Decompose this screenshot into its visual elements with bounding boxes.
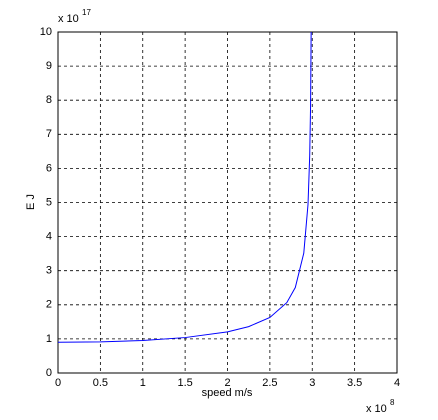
y-scale-label: x 10 <box>58 13 79 25</box>
x-tick-label: 3.5 <box>347 377 362 389</box>
x-tick-label: 2.5 <box>262 377 277 389</box>
y-tick-label: 2 <box>46 299 52 311</box>
x-scale-exponent: 8 <box>390 398 395 407</box>
y-tick-label: 5 <box>46 196 52 208</box>
y-tick-label: 0 <box>46 367 52 379</box>
x-tick-label: 0 <box>55 377 61 389</box>
x-scale-label: x 10 <box>366 403 387 415</box>
x-tick-label: 4 <box>394 377 400 389</box>
x-axis-label: speed m/s <box>202 387 253 399</box>
y-tick-label: 10 <box>40 26 52 38</box>
y-axis-label: E J <box>25 194 37 210</box>
y-tick-label: 1 <box>46 333 52 345</box>
data-line <box>58 32 312 343</box>
y-scale-exponent: 17 <box>82 8 91 17</box>
x-tick-label: 1 <box>140 377 146 389</box>
y-tick-label: 4 <box>46 231 52 243</box>
y-tick-label: 8 <box>46 94 52 106</box>
y-tick-label: 7 <box>46 128 52 140</box>
y-tick-label: 9 <box>46 60 52 72</box>
x-tick-label: 0.5 <box>93 377 108 389</box>
y-tick-label: 6 <box>46 162 52 174</box>
x-tick-label: 3 <box>309 377 315 389</box>
x-tick-label: 2 <box>224 377 230 389</box>
y-tick-label: 3 <box>46 265 52 277</box>
x-tick-label: 1.5 <box>177 377 192 389</box>
plot-frame <box>57 31 398 374</box>
